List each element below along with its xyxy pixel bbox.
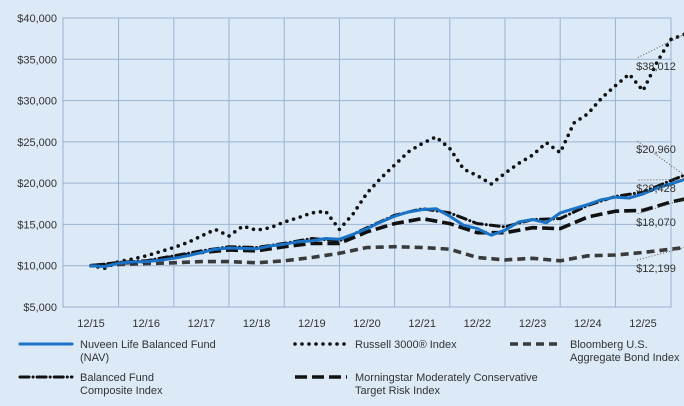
end-value-label: $12,199	[636, 263, 676, 275]
y-tick-label: $40,000	[17, 13, 57, 25]
x-tick-label: 12/16	[132, 318, 160, 330]
end-value-label: $20,428	[636, 183, 676, 195]
legend-label-line: Target Risk Index	[355, 385, 440, 397]
end-value-label: $38,012	[636, 61, 676, 73]
y-tick-label: $30,000	[17, 96, 57, 108]
y-tick-label: $15,000	[17, 219, 57, 231]
legend-label-line: Morningstar Moderately Conservative	[355, 372, 538, 384]
legend-label-line: Composite Index	[80, 385, 163, 397]
legend-label-line: (NAV)	[80, 352, 109, 364]
x-tick-label: 12/23	[519, 318, 547, 330]
legend-label-line: Balanced Fund	[80, 372, 154, 384]
legend-label-line: Bloomberg U.S.	[570, 339, 648, 351]
y-tick-label: $25,000	[17, 137, 57, 149]
plot-area	[63, 18, 671, 307]
end-value-label: $20,960	[636, 144, 676, 156]
legend-label-line: Nuveen Life Balanced Fund	[80, 339, 216, 351]
x-tick-label: 12/22	[464, 318, 492, 330]
x-tick-label: 12/18	[243, 318, 271, 330]
x-tick-label: 12/17	[188, 318, 216, 330]
legend-label-line: Russell 3000® Index	[355, 339, 457, 351]
legend-label: Russell 3000® Index	[355, 339, 457, 351]
x-tick-label: 12/24	[574, 318, 602, 330]
y-tick-label: $5,000	[23, 302, 57, 314]
y-tick-label: $35,000	[17, 54, 57, 66]
legend-label-line: Aggregate Bond Index	[570, 352, 680, 364]
x-tick-label: 12/20	[353, 318, 381, 330]
x-tick-label: 12/15	[77, 318, 105, 330]
x-tick-label: 12/21	[408, 318, 436, 330]
y-tick-label: $20,000	[17, 178, 57, 190]
x-tick-label: 12/19	[298, 318, 326, 330]
x-tick-label: 12/25	[629, 318, 657, 330]
end-value-label: $18,070	[636, 217, 676, 229]
y-tick-label: $10,000	[17, 261, 57, 273]
